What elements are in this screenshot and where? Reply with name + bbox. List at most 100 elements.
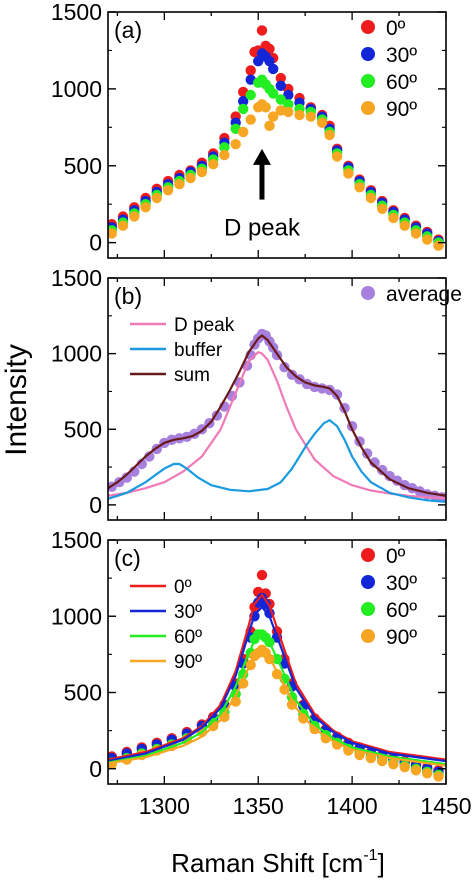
point-series0 <box>264 43 275 55</box>
y-tick-label: 500 <box>64 153 102 179</box>
point-series1 <box>275 80 286 92</box>
point-series3 <box>196 166 208 178</box>
x-tick-label: 1350 <box>233 793 284 819</box>
x-tick-label: 1400 <box>327 793 378 819</box>
plot-area <box>108 25 444 251</box>
point-series3 <box>399 220 410 231</box>
point-series3 <box>410 228 422 239</box>
legend-marker <box>361 575 375 589</box>
fit-line-1 <box>108 605 446 763</box>
point-series1 <box>238 96 249 107</box>
point-series3 <box>268 111 279 122</box>
point-series2 <box>268 88 279 99</box>
plot-area <box>108 328 446 503</box>
point-series3 <box>140 202 151 213</box>
legend-label: sum <box>174 365 210 386</box>
point-series3 <box>129 211 140 222</box>
point-series3 <box>377 203 388 214</box>
point-series3 <box>388 759 399 770</box>
annotation-label: D peak <box>224 215 301 242</box>
point-series3 <box>264 120 275 131</box>
y-tick-label: 1500 <box>51 265 102 291</box>
y-tick-label: 500 <box>64 680 102 706</box>
x-tick-label: 1300 <box>139 793 190 819</box>
fit-line-1 <box>108 418 446 503</box>
legend-marker <box>361 20 375 34</box>
point-series0 <box>256 25 268 36</box>
legend-marker <box>361 101 375 115</box>
panel-2: 0 500 1000 1500 1300 1350 1400 1450 (c) 0º 30º 60º 9… <box>51 527 472 819</box>
fit-line-0 <box>108 350 446 500</box>
legend-label: average <box>386 283 462 306</box>
legend-label: 90º <box>174 652 202 673</box>
y-tick-label: 0 <box>89 756 102 782</box>
legend-marker <box>361 548 375 562</box>
y-tick-label: 1500 <box>51 0 102 25</box>
point-series2 <box>283 99 294 110</box>
y-axis-label: Intensity <box>0 344 33 456</box>
point-series1 <box>283 89 294 101</box>
arrow-head <box>252 148 271 165</box>
point-series2 <box>245 89 256 101</box>
x-axis-label: Raman Shift [cm-1] <box>171 847 385 878</box>
point-series3 <box>230 139 241 150</box>
y-tick-label: 0 <box>89 230 102 256</box>
point-series0 <box>245 65 256 76</box>
point-series3 <box>238 126 249 138</box>
point-series3 <box>108 228 117 239</box>
y-tick-label: 1000 <box>51 341 102 367</box>
panel-label: (b) <box>114 283 142 309</box>
point-series3 <box>399 762 410 773</box>
panel-0: 0 500 1000 1500 (a) D peak 0º 30º 60º 90º <box>51 0 447 259</box>
point-series3 <box>388 212 399 224</box>
point-series2 <box>275 94 286 105</box>
legend-label: 60º <box>174 627 202 648</box>
point-series3 <box>305 111 316 122</box>
plot-frame <box>107 11 447 259</box>
legend-label: 0º <box>386 17 406 40</box>
y-tick-label: 0 <box>89 492 102 518</box>
point-series3 <box>283 106 294 118</box>
panel-1: 0 500 1000 1500 (b) average D peak buffer sum <box>51 265 462 521</box>
point-series3 <box>185 172 196 184</box>
point-series3 <box>208 159 219 170</box>
point-series3 <box>365 192 377 204</box>
legend-marker <box>361 602 375 616</box>
y-tick-label: 1000 <box>51 76 102 102</box>
legend-label: 0º <box>386 545 406 568</box>
point-series0 <box>275 72 286 84</box>
point-average <box>384 470 395 482</box>
legend-label: 30º <box>386 44 417 67</box>
point-series3 <box>377 755 388 767</box>
point-series3 <box>422 768 433 779</box>
legend-label: D peak <box>174 315 235 336</box>
point-series3 <box>343 168 354 179</box>
point-series1 <box>264 56 275 67</box>
legend-label: 60º <box>386 599 417 622</box>
point-series2 <box>219 142 230 153</box>
point-series3 <box>151 192 162 204</box>
y-tick-label: 500 <box>64 416 102 442</box>
legend-label: 90º <box>386 98 417 121</box>
legend-label: 30º <box>386 572 417 595</box>
point-series3 <box>298 713 309 724</box>
point-series3 <box>174 179 185 190</box>
plot-frame <box>107 539 447 785</box>
point-average <box>369 457 380 468</box>
point-series1 <box>253 56 264 67</box>
point-series3 <box>354 182 365 193</box>
point-average <box>377 464 388 476</box>
panel-label: (a) <box>114 17 142 43</box>
point-series3 <box>316 117 328 128</box>
fit-line-0 <box>108 593 446 761</box>
point-average <box>144 451 155 462</box>
point-series2 <box>238 103 249 115</box>
legend-marker <box>361 47 375 61</box>
point-series3 <box>410 765 422 776</box>
point-series3 <box>219 149 230 161</box>
point-series3 <box>294 109 305 121</box>
panel-label: (c) <box>114 545 141 571</box>
legend-marker <box>361 286 375 300</box>
fit-line-2 <box>108 334 446 497</box>
